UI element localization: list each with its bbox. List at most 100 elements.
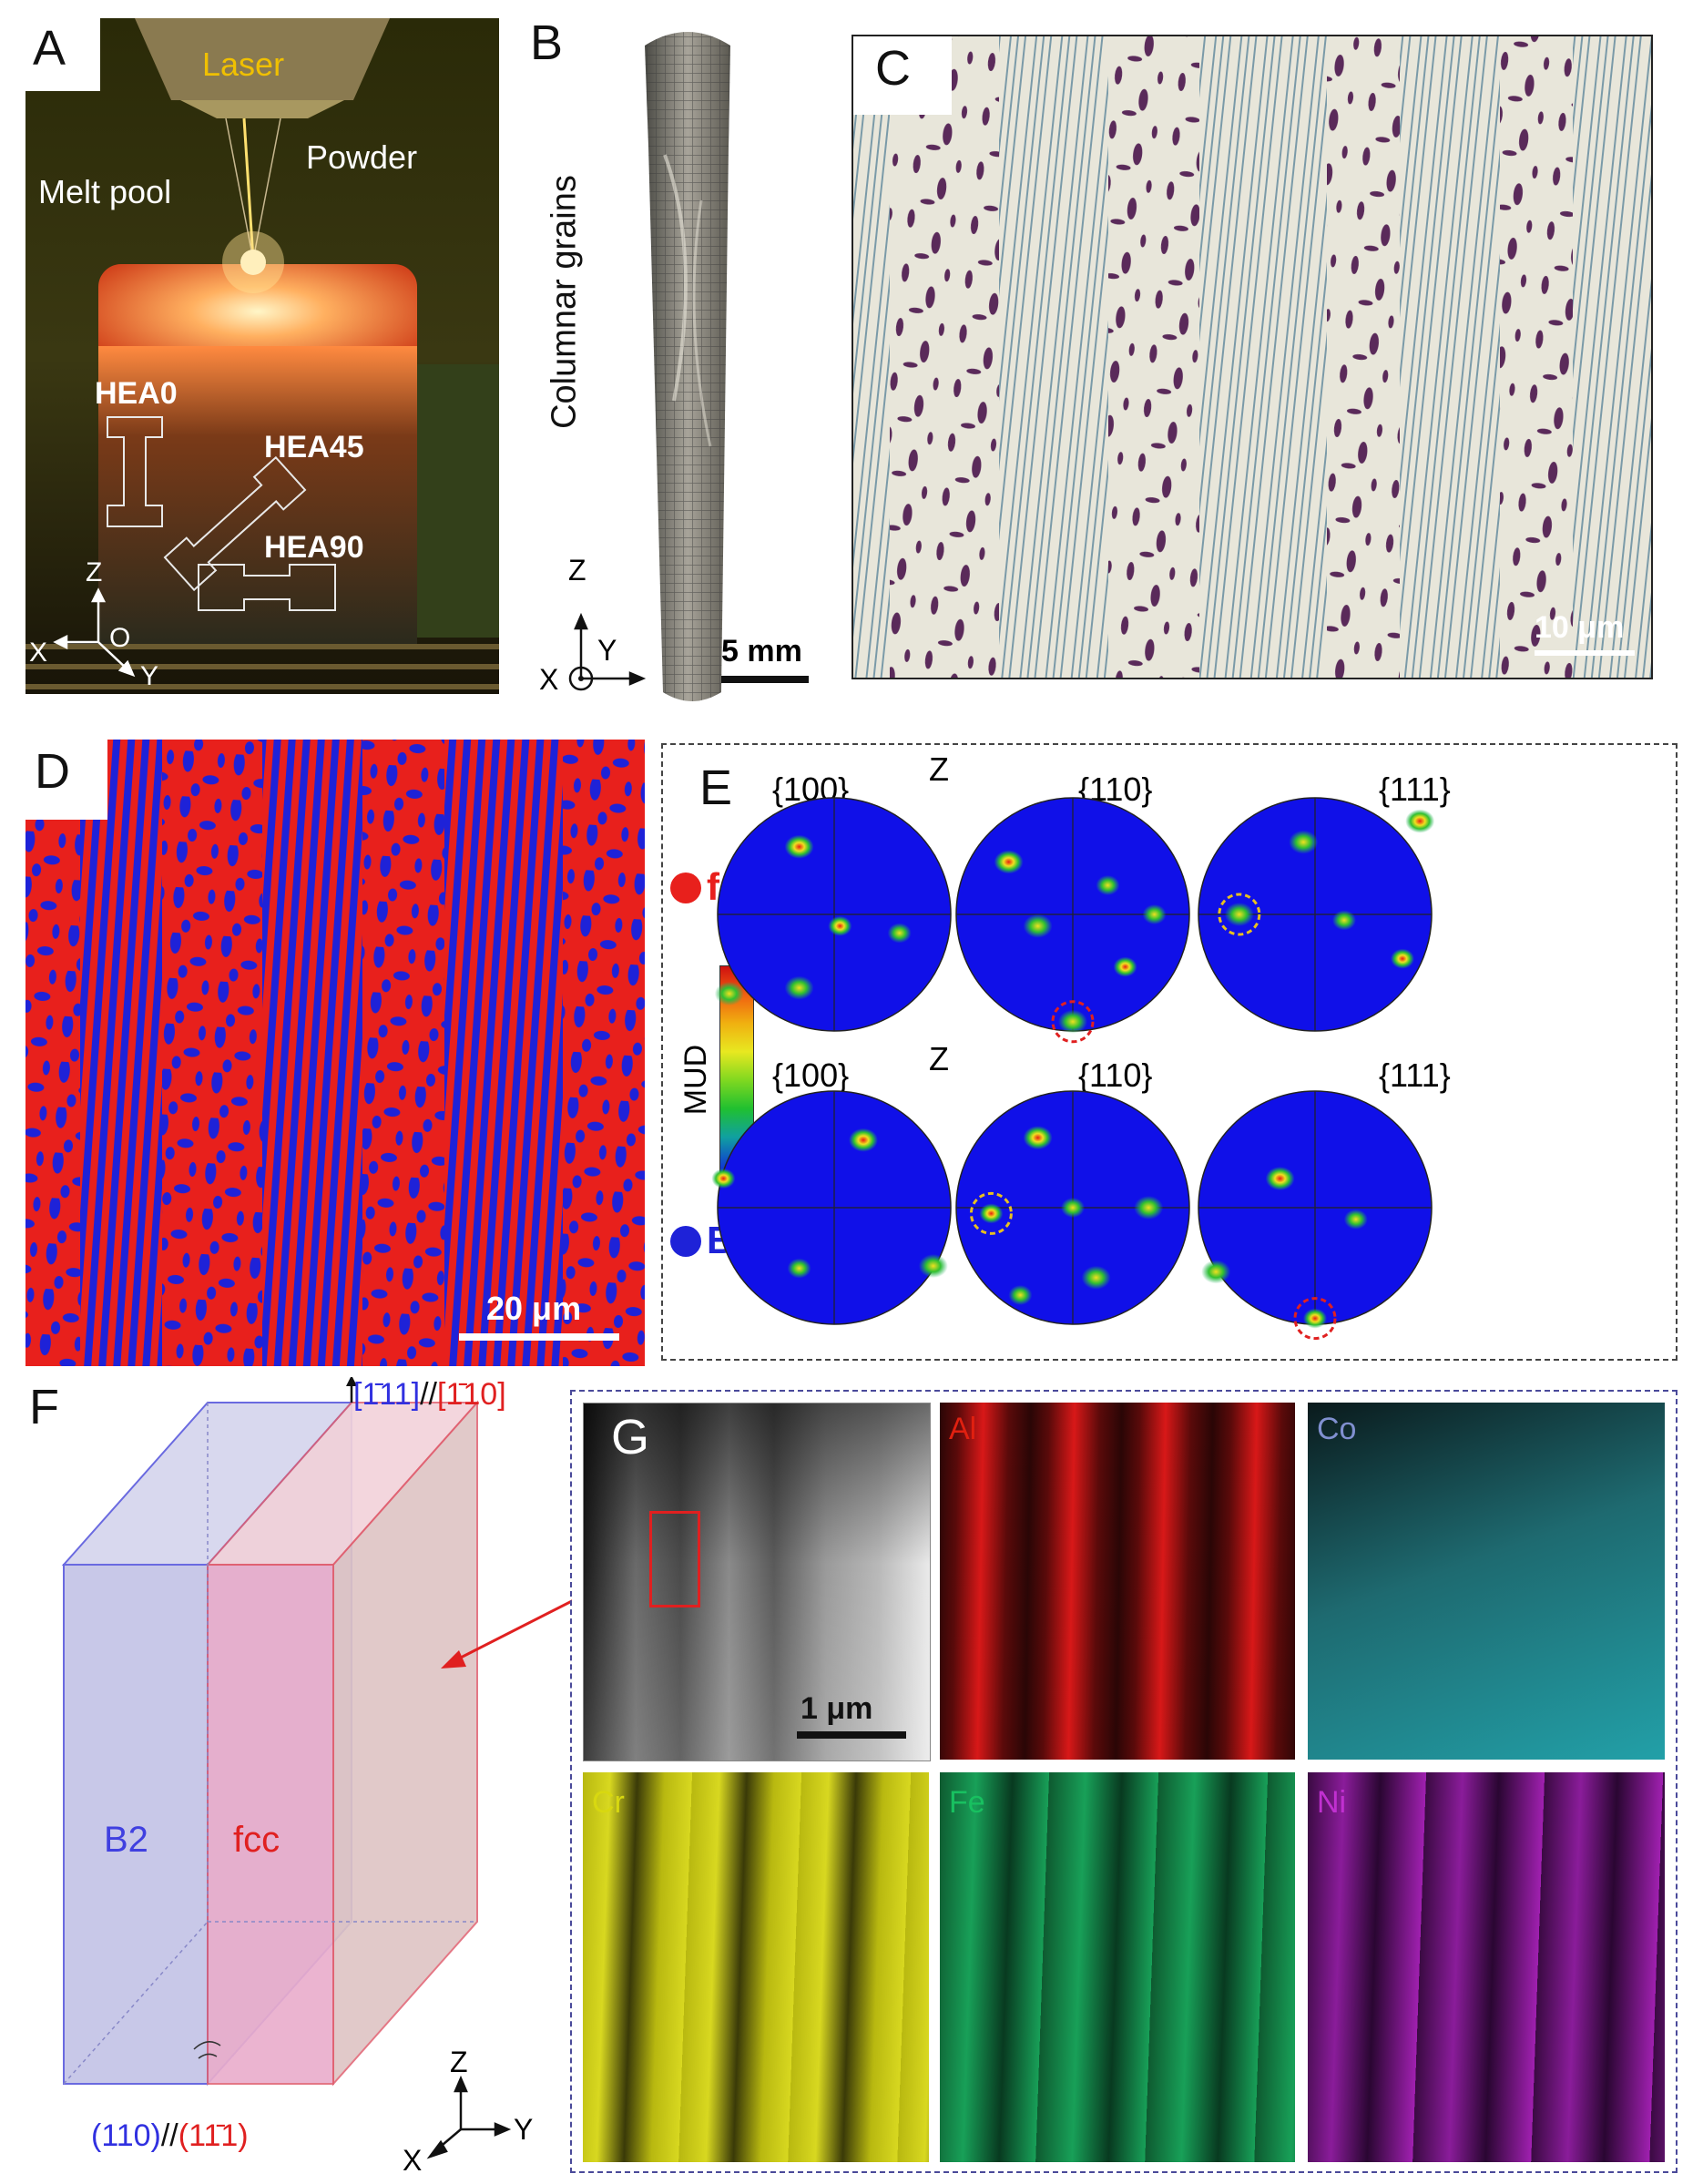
hea45-label: HEA45 [264, 430, 364, 464]
scale-bar [797, 1731, 906, 1739]
panel-label: F [29, 1380, 59, 1434]
panel-label: D [25, 740, 107, 820]
pole-spot [994, 850, 1024, 874]
pole-figures [711, 797, 1435, 1341]
pole-spot [1008, 1285, 1033, 1305]
pole-spot [1061, 1198, 1085, 1218]
fe-map: Fe [940, 1772, 1295, 2162]
pointer-arrowhead [441, 1650, 466, 1669]
pole-spot [1142, 904, 1167, 924]
co-map: Co [1308, 1403, 1665, 1760]
hea45-outline [163, 455, 307, 592]
pole-spot [1343, 1209, 1368, 1230]
axis-z-label: Z [568, 554, 586, 587]
axis-z-label: Z [450, 2046, 468, 2078]
scale-bar [459, 1333, 619, 1341]
al-label: Al [949, 1412, 977, 1446]
pole-spot [1391, 948, 1414, 969]
laser-label: Laser [202, 46, 285, 83]
axis-o-label: O [109, 623, 131, 653]
pole-figure [711, 1090, 952, 1325]
panel-a: A Laser Powder Melt pool HEA0 HEA45 HEA9… [25, 18, 499, 694]
panel-label: A [25, 18, 100, 91]
panel-d: D 20 μm [25, 740, 645, 1366]
pole-figure [1198, 1090, 1433, 1329]
scale-bar [1535, 650, 1635, 656]
pole-spot [787, 1258, 811, 1279]
z-label-top: Z [929, 750, 949, 788]
pf-label-111-bottom: {111} [1379, 1056, 1451, 1094]
cr-map: Cr [583, 1772, 929, 2162]
hea90-label: HEA90 [264, 530, 364, 565]
pole-spot [918, 1254, 948, 1278]
pole-spot [1096, 875, 1120, 895]
top-direction: [1̄11]//[1̄10] [353, 1377, 506, 1413]
pole-spot [828, 915, 852, 936]
panel-label: C [853, 36, 952, 115]
powder-label: Powder [306, 138, 418, 176]
axis-x-label: X [539, 663, 559, 696]
hea90-outline [198, 564, 336, 611]
pole-spot [1405, 809, 1435, 833]
axis-z-label: Z [86, 557, 103, 587]
pole-spot [1134, 1196, 1164, 1220]
parallel-sep: // [160, 2118, 178, 2153]
fcc-plane: (11̄1) [178, 2118, 249, 2153]
scale-label: 10 μm [1535, 610, 1625, 645]
pf-label-111-top: {111} [1379, 771, 1451, 808]
pole-spot [1289, 830, 1319, 854]
fcc-block [205, 1400, 480, 2087]
pole-spot [1081, 1265, 1111, 1290]
hea0-outline [107, 416, 163, 527]
panel-b: B Columnar grains Z X Y 5 mm [528, 18, 829, 712]
axis-x-label: X [29, 638, 48, 668]
scale-label: 5 mm [721, 634, 802, 668]
axes-b [574, 612, 647, 686]
panel-g: 1 μm G Al Co Cr Fe Ni [570, 1390, 1678, 2173]
b2-plane: (110) [91, 2118, 161, 2153]
pole-spot [887, 923, 912, 944]
pole-spot [1265, 1167, 1295, 1190]
haadf-image: 1 μm G [583, 1403, 931, 1761]
co-label: Co [1317, 1412, 1357, 1446]
panel-label: B [530, 18, 564, 70]
orientation-schematic [61, 1377, 572, 2159]
selected-region[interactable] [649, 1511, 700, 1607]
bottom-plane: (110)//(11̄1) [91, 2118, 249, 2154]
scale-bar [721, 676, 809, 683]
sample-photo [568, 32, 809, 701]
panel-c: C 10 μm [852, 35, 1653, 679]
highlight-circle [1293, 1297, 1337, 1341]
pole-figure [955, 797, 1190, 1034]
highlight-circle [1218, 893, 1261, 936]
dendritic-regions [890, 36, 1573, 678]
pole-figure [1198, 797, 1435, 1032]
furnace-photo [25, 18, 499, 694]
panel-label: E [699, 760, 733, 815]
b2-marker [670, 1226, 701, 1257]
al-map: Al [940, 1403, 1295, 1760]
lamellar-bands [853, 36, 1651, 678]
melt-pool-label: Melt pool [38, 173, 172, 210]
pole-spot [979, 1203, 1004, 1224]
highlight-circle [969, 1191, 1013, 1235]
parallel-sep: // [420, 1377, 438, 1412]
pole-spot [1332, 910, 1356, 931]
optical-micrograph [853, 36, 1651, 678]
axis-y-label: Y [514, 2113, 534, 2146]
highlight-circle [1051, 1000, 1095, 1044]
b2-label: B2 [104, 1820, 148, 1860]
pole-spot [714, 982, 744, 1006]
pole-figure [714, 797, 952, 1032]
columnar-grains-label: Columnar grains [545, 175, 584, 429]
pole-figure [955, 1090, 1190, 1325]
scale-label: 20 μm [486, 1290, 582, 1327]
ni-map: Ni [1308, 1772, 1665, 2162]
z-label-bottom: Z [929, 1040, 949, 1077]
pole-spot [1113, 956, 1137, 977]
panel-e: E fcc B2 34 0 MUD {100} {110} {111} {100… [661, 743, 1678, 1361]
axis-x-label: X [403, 2144, 423, 2177]
cr-label: Cr [592, 1785, 625, 1820]
axes-f [426, 2075, 512, 2159]
fcc-label: fcc [233, 1820, 280, 1860]
